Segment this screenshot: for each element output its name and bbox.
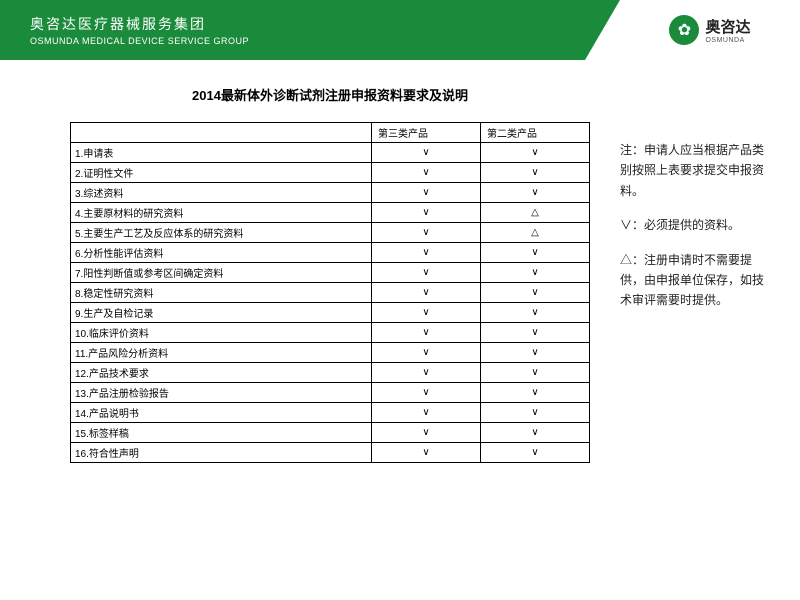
cell-class2: ∨ <box>481 403 590 423</box>
company-block: 奥咨达医疗器械服务集团 OSMUNDA MEDICAL DEVICE SERVI… <box>30 14 249 46</box>
col-header-class2: 第二类产品 <box>481 123 590 143</box>
cell-class2: △ <box>481 223 590 243</box>
cell-class3: ∨ <box>372 403 481 423</box>
cell-class3: ∨ <box>372 363 481 383</box>
col-header-item <box>71 123 372 143</box>
header-bar: 奥咨达医疗器械服务集团 OSMUNDA MEDICAL DEVICE SERVI… <box>0 0 800 60</box>
cell-item: 11.产品风险分析资料 <box>71 343 372 363</box>
cell-class3: ∨ <box>372 183 481 203</box>
requirements-table: 第三类产品 第二类产品 1.申请表∨∨2.证明性文件∨∨3.综述资料∨∨4.主要… <box>70 122 590 463</box>
cell-class3: ∨ <box>372 263 481 283</box>
cell-item: 6.分析性能评估资料 <box>71 243 372 263</box>
cell-class2: △ <box>481 203 590 223</box>
logo-text-cn: 奥咨达 <box>705 16 750 37</box>
table-body: 1.申请表∨∨2.证明性文件∨∨3.综述资料∨∨4.主要原材料的研究资料∨△5.… <box>71 143 590 463</box>
cell-class3: ∨ <box>372 243 481 263</box>
cell-class2: ∨ <box>481 323 590 343</box>
cell-item: 16.符合性声明 <box>71 443 372 463</box>
cell-item: 15.标签样稿 <box>71 423 372 443</box>
cell-class3: ∨ <box>372 423 481 443</box>
cell-class2: ∨ <box>481 243 590 263</box>
table-row: 14.产品说明书∨∨ <box>71 403 590 423</box>
cell-class3: ∨ <box>372 223 481 243</box>
cell-class3: ∨ <box>372 203 481 223</box>
cell-class3: ∨ <box>372 143 481 163</box>
cell-item: 9.生产及自检记录 <box>71 303 372 323</box>
cell-item: 2.证明性文件 <box>71 163 372 183</box>
note-2: ∨：必须提供的资料。 <box>620 215 770 235</box>
company-name-cn: 奥咨达医疗器械服务集团 <box>30 14 249 34</box>
table-row: 4.主要原材料的研究资料∨△ <box>71 203 590 223</box>
cell-class3: ∨ <box>372 443 481 463</box>
cell-item: 1.申请表 <box>71 143 372 163</box>
cell-item: 14.产品说明书 <box>71 403 372 423</box>
table-row: 10.临床评价资料∨∨ <box>71 323 590 343</box>
cell-item: 4.主要原材料的研究资料 <box>71 203 372 223</box>
logo-icon: ✿ <box>669 15 699 45</box>
cell-class2: ∨ <box>481 183 590 203</box>
cell-class3: ∨ <box>372 163 481 183</box>
cell-item: 8.稳定性研究资料 <box>71 283 372 303</box>
cell-class2: ∨ <box>481 443 590 463</box>
cell-item: 12.产品技术要求 <box>71 363 372 383</box>
table-row: 5.主要生产工艺及反应体系的研究资料∨△ <box>71 223 590 243</box>
cell-item: 5.主要生产工艺及反应体系的研究资料 <box>71 223 372 243</box>
cell-class2: ∨ <box>481 383 590 403</box>
logo-text-block: 奥咨达 OSMUNDA <box>705 16 750 44</box>
cell-class3: ∨ <box>372 383 481 403</box>
table-row: 16.符合性声明∨∨ <box>71 443 590 463</box>
table-row: 12.产品技术要求∨∨ <box>71 363 590 383</box>
cell-class2: ∨ <box>481 423 590 443</box>
cell-class2: ∨ <box>481 163 590 183</box>
cell-class2: ∨ <box>481 283 590 303</box>
company-name-en: OSMUNDA MEDICAL DEVICE SERVICE GROUP <box>30 36 249 46</box>
table-row: 15.标签样稿∨∨ <box>71 423 590 443</box>
table-row: 7.阳性判断值或参考区间确定资料∨∨ <box>71 263 590 283</box>
cell-class2: ∨ <box>481 343 590 363</box>
logo-text-en: OSMUNDA <box>705 37 750 44</box>
cell-item: 3.综述资料 <box>71 183 372 203</box>
table-row: 2.证明性文件∨∨ <box>71 163 590 183</box>
cell-class3: ∨ <box>372 343 481 363</box>
cell-item: 10.临床评价资料 <box>71 323 372 343</box>
cell-class2: ∨ <box>481 363 590 383</box>
cell-class3: ∨ <box>372 283 481 303</box>
side-notes: 注：申请人应当根据产品类别按照上表要求提交申报资料。 ∨：必须提供的资料。 △：… <box>620 85 770 463</box>
cell-item: 7.阳性判断值或参考区间确定资料 <box>71 263 372 283</box>
content-area: 2014最新体外诊断试剂注册申报资料要求及说明 第三类产品 第二类产品 1.申请… <box>0 60 800 483</box>
cell-class3: ∨ <box>372 323 481 343</box>
table-header-row: 第三类产品 第二类产品 <box>71 123 590 143</box>
note-3: △：注册申请时不需要提供，由申报单位保存，如技术审评需要时提供。 <box>620 250 770 311</box>
col-header-class3: 第三类产品 <box>372 123 481 143</box>
logo-area: ✿ 奥咨达 OSMUNDA <box>620 0 800 60</box>
cell-class2: ∨ <box>481 143 590 163</box>
page-title: 2014最新体外诊断试剂注册申报资料要求及说明 <box>70 85 590 104</box>
table-row: 9.生产及自检记录∨∨ <box>71 303 590 323</box>
table-row: 1.申请表∨∨ <box>71 143 590 163</box>
cell-item: 13.产品注册检验报告 <box>71 383 372 403</box>
note-1: 注：申请人应当根据产品类别按照上表要求提交申报资料。 <box>620 140 770 201</box>
cell-class3: ∨ <box>372 303 481 323</box>
table-row: 13.产品注册检验报告∨∨ <box>71 383 590 403</box>
table-row: 8.稳定性研究资料∨∨ <box>71 283 590 303</box>
cell-class2: ∨ <box>481 303 590 323</box>
header-diagonal <box>585 0 620 60</box>
table-row: 3.综述资料∨∨ <box>71 183 590 203</box>
cell-class2: ∨ <box>481 263 590 283</box>
table-row: 11.产品风险分析资料∨∨ <box>71 343 590 363</box>
main-column: 2014最新体外诊断试剂注册申报资料要求及说明 第三类产品 第二类产品 1.申请… <box>70 85 590 463</box>
table-row: 6.分析性能评估资料∨∨ <box>71 243 590 263</box>
